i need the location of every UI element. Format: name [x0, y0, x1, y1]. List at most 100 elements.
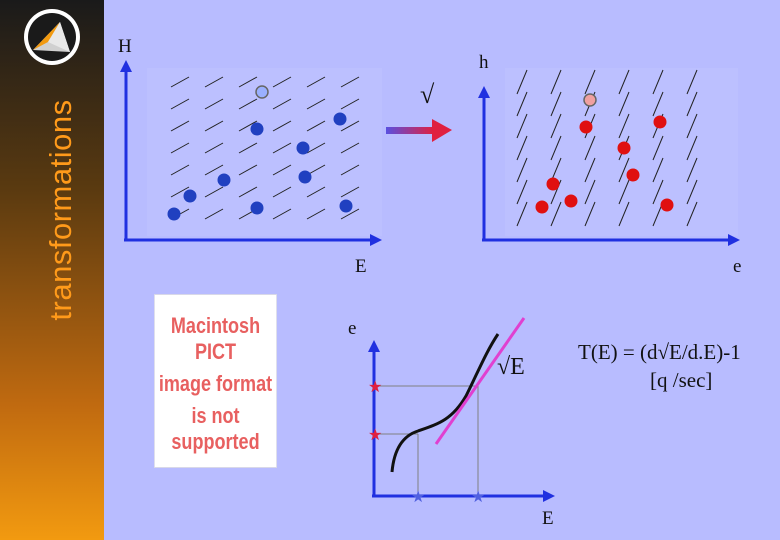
field-arrow: [584, 157, 596, 183]
arrow-shaft: [386, 127, 434, 134]
triangle-logo-icon: [24, 9, 80, 65]
field-arrow: [652, 157, 664, 183]
sqrt-curve: [390, 333, 500, 473]
field-arrow: [272, 186, 292, 198]
curve-y-axis-label: e: [348, 318, 357, 339]
field-arrow: [584, 179, 596, 205]
field-arrow: [550, 69, 562, 95]
field-arrow: [306, 142, 326, 154]
data-point: [217, 173, 231, 187]
pict-line-1: Macintosh PICT: [170, 313, 261, 364]
field-arrow: [238, 120, 258, 132]
field-arrow: [618, 91, 630, 117]
field-arrow: [516, 201, 528, 227]
field-arrow: [686, 201, 698, 227]
field-arrow: [584, 201, 596, 227]
field-arrow: [170, 76, 190, 88]
data-point: [183, 189, 197, 203]
field-arrow: [618, 201, 630, 227]
field-arrow: [686, 135, 698, 161]
data-point: [167, 207, 181, 221]
field-arrow: [652, 69, 664, 95]
curve-x-axis-label: E: [542, 508, 554, 529]
field-arrow: [204, 120, 224, 132]
star-marker-lower: ★: [368, 427, 382, 444]
field-arrow: [340, 98, 360, 110]
left-plot: [120, 60, 382, 246]
right-x-axis-label: e: [733, 256, 742, 277]
field-arrow: [686, 157, 698, 183]
field-arrow: [306, 208, 326, 220]
curve-label: √E: [497, 354, 525, 380]
field-arrow: [618, 179, 630, 205]
field-arrow: [618, 157, 630, 183]
field-arrow: [550, 201, 562, 227]
curve-x-axis-arrowhead: [543, 490, 555, 502]
field-arrow: [306, 120, 326, 132]
right-vector-field: [516, 69, 698, 227]
field-arrow: [340, 120, 360, 132]
data-point: [250, 201, 264, 215]
right-data-points: [535, 93, 674, 214]
field-arrow: [652, 179, 664, 205]
star-marker-left: ★: [411, 489, 425, 506]
data-point: [535, 200, 549, 214]
field-arrow: [516, 91, 528, 117]
field-arrow: [306, 186, 326, 198]
field-arrow: [204, 164, 224, 176]
pict-line-3: is not supported: [171, 403, 260, 454]
sidebar: transformations: [0, 0, 104, 540]
formula-line-1: T(E) = (d√E/d.E)-1: [578, 340, 741, 364]
field-arrow: [306, 98, 326, 110]
highlighted-data-point: [255, 85, 269, 99]
field-arrow: [340, 164, 360, 176]
formula-line-2: [q /sec]: [650, 368, 713, 392]
field-arrow: [238, 76, 258, 88]
field-arrow: [170, 142, 190, 154]
data-point: [653, 115, 667, 129]
field-arrow: [686, 91, 698, 117]
curve-y-axis-arrowhead: [368, 340, 380, 352]
transform-arrow: [386, 119, 452, 142]
tangent-line: [434, 317, 526, 445]
x-axis-star-markers: ★ ★: [411, 489, 485, 506]
left-data-points: [167, 85, 353, 221]
field-arrow: [584, 135, 596, 161]
right-x-axis-arrowhead: [728, 234, 740, 246]
field-arrow: [340, 186, 360, 198]
field-arrow: [170, 120, 190, 132]
arrow-head: [432, 119, 452, 142]
field-arrow: [686, 113, 698, 139]
data-point: [617, 141, 631, 155]
field-arrow: [238, 164, 258, 176]
field-arrow: [652, 135, 664, 161]
left-y-axis-label: H: [118, 36, 132, 57]
field-arrow: [686, 179, 698, 205]
field-arrow: [204, 76, 224, 88]
data-point: [546, 177, 560, 191]
field-arrow: [204, 186, 224, 198]
left-y-axis-arrowhead: [120, 60, 132, 72]
field-arrow: [340, 76, 360, 88]
field-arrow: [238, 186, 258, 198]
left-x-axis-arrowhead: [370, 234, 382, 246]
field-arrow: [272, 98, 292, 110]
field-arrow: [340, 208, 360, 220]
data-point: [296, 141, 310, 155]
curve-plot: ★ ★ ★ ★: [368, 317, 555, 506]
y-axis-star-markers: ★ ★: [368, 379, 382, 444]
data-point: [250, 122, 264, 136]
pict-placeholder-image: Macintosh PICT image format is not suppo…: [154, 294, 277, 468]
field-arrow: [204, 98, 224, 110]
star-marker-right: ★: [471, 489, 485, 506]
data-point: [626, 168, 640, 182]
field-arrow: [306, 76, 326, 88]
field-arrow: [272, 142, 292, 154]
data-point: [660, 198, 674, 212]
field-arrow: [204, 142, 224, 154]
pict-line-2: image format: [158, 371, 273, 396]
field-arrow: [516, 69, 528, 95]
field-arrow: [516, 179, 528, 205]
field-arrow: [584, 69, 596, 95]
